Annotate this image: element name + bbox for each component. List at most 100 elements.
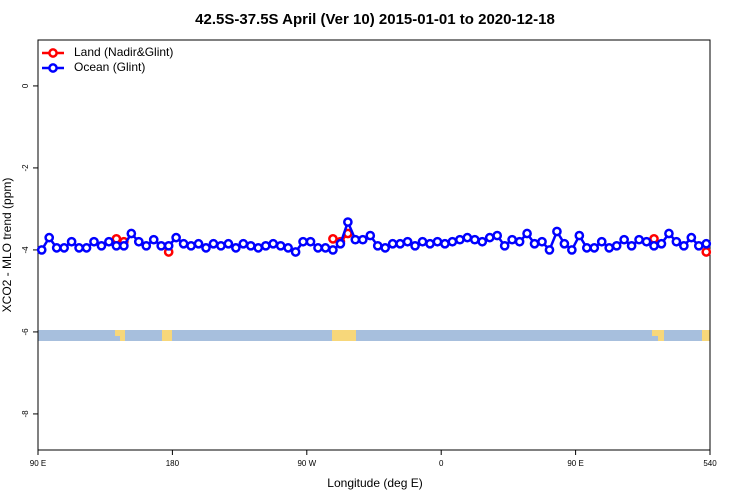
data-point bbox=[619, 234, 629, 245]
data-point bbox=[320, 243, 331, 253]
data-point bbox=[559, 238, 570, 249]
data-point bbox=[507, 234, 517, 245]
data-point bbox=[641, 236, 652, 247]
data-point bbox=[96, 240, 107, 251]
data-point bbox=[626, 240, 637, 251]
data-point bbox=[275, 240, 286, 251]
data-point bbox=[671, 236, 682, 247]
data-point bbox=[380, 243, 391, 253]
data-point bbox=[245, 240, 256, 251]
data-point bbox=[387, 238, 398, 249]
legend-label: Land (Nadir&Glint) bbox=[74, 45, 173, 59]
data-point bbox=[343, 217, 353, 227]
data-point bbox=[156, 240, 167, 251]
data-point bbox=[656, 238, 667, 249]
y-axis-label: XCO2 - MLO trend (ppm) bbox=[0, 178, 14, 313]
data-point bbox=[410, 240, 420, 251]
data-point bbox=[701, 247, 712, 257]
data-point bbox=[305, 236, 316, 247]
data-point bbox=[186, 240, 196, 251]
data-point bbox=[201, 243, 211, 253]
data-point bbox=[260, 240, 271, 251]
x-tick-label: 180 bbox=[166, 459, 180, 468]
data-point bbox=[469, 234, 480, 245]
data-point bbox=[51, 243, 62, 253]
data-point bbox=[395, 238, 405, 249]
x-tick-label: 540 bbox=[703, 459, 717, 468]
data-point bbox=[81, 243, 92, 253]
data-point bbox=[417, 236, 428, 247]
data-point bbox=[133, 236, 144, 247]
data-point bbox=[66, 236, 77, 247]
data-point bbox=[328, 245, 338, 255]
data-point bbox=[163, 240, 174, 251]
data-point bbox=[44, 232, 55, 243]
data-point bbox=[290, 247, 301, 257]
data-point bbox=[477, 236, 488, 247]
data-point bbox=[283, 243, 293, 253]
data-point bbox=[253, 243, 264, 253]
data-point bbox=[365, 230, 376, 241]
x-axis-label: Longitude (deg E) bbox=[327, 476, 422, 490]
data-point bbox=[462, 232, 473, 243]
legend-marker bbox=[48, 48, 58, 58]
y-tick-label: -2 bbox=[21, 164, 30, 172]
land-patch bbox=[652, 330, 664, 336]
data-point bbox=[664, 228, 674, 239]
data-point bbox=[425, 238, 435, 249]
y-tick-label: 0 bbox=[21, 83, 30, 88]
chart-title: 42.5S-37.5S April (Ver 10) 2015-01-01 to… bbox=[195, 11, 555, 28]
x-tick-label: 90 W bbox=[297, 459, 316, 468]
data-point bbox=[268, 238, 279, 249]
data-point bbox=[89, 236, 99, 247]
data-point bbox=[537, 236, 547, 247]
data-point bbox=[604, 243, 615, 253]
data-point bbox=[596, 236, 607, 247]
y-tick-label: -4 bbox=[21, 246, 30, 254]
data-point bbox=[567, 245, 577, 255]
ocean-strip bbox=[38, 330, 710, 341]
data-point bbox=[298, 236, 308, 247]
data-point bbox=[104, 236, 114, 247]
data-point bbox=[529, 238, 540, 249]
data-point bbox=[36, 245, 47, 255]
x-tick-label: 90 E bbox=[567, 459, 583, 468]
data-point bbox=[126, 228, 137, 239]
data-point bbox=[111, 240, 122, 251]
data-point bbox=[402, 236, 413, 247]
data-point bbox=[611, 240, 622, 251]
data-point bbox=[581, 243, 592, 253]
data-point bbox=[148, 234, 159, 245]
legend-label: Ocean (Glint) bbox=[74, 60, 145, 74]
data-point bbox=[335, 238, 346, 249]
data-point bbox=[693, 240, 704, 251]
data-point bbox=[59, 243, 69, 253]
data-point bbox=[679, 240, 689, 251]
data-point bbox=[231, 243, 241, 253]
land-patch bbox=[658, 336, 664, 341]
data-point bbox=[350, 234, 361, 245]
data-point bbox=[328, 234, 338, 244]
data-point bbox=[634, 234, 644, 245]
data-point bbox=[447, 236, 458, 247]
data-point bbox=[649, 240, 659, 251]
land-patch bbox=[120, 336, 125, 341]
data-point bbox=[455, 234, 465, 245]
data-point bbox=[372, 240, 383, 251]
data-point bbox=[193, 238, 204, 249]
data-point bbox=[141, 240, 152, 251]
land-patch bbox=[115, 330, 125, 336]
data-point bbox=[522, 228, 532, 239]
data-point bbox=[544, 245, 555, 255]
data-point bbox=[686, 232, 697, 243]
data-point bbox=[313, 243, 323, 253]
x-tick-label: 90 E bbox=[30, 459, 46, 468]
land-patch bbox=[332, 330, 356, 341]
x-tick-label: 0 bbox=[439, 459, 444, 468]
data-point bbox=[119, 240, 129, 251]
legend-marker bbox=[48, 63, 58, 73]
data-point bbox=[440, 238, 450, 249]
